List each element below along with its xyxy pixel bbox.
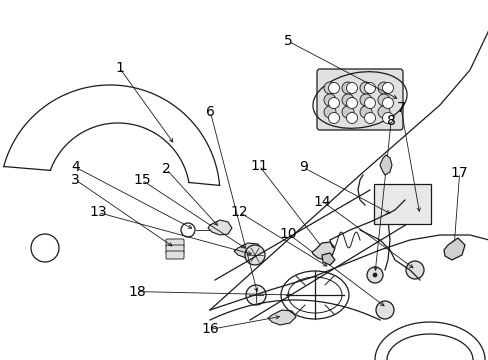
Circle shape xyxy=(405,261,423,279)
Circle shape xyxy=(324,82,335,94)
Circle shape xyxy=(341,106,353,118)
Circle shape xyxy=(341,94,353,106)
Circle shape xyxy=(382,112,393,123)
FancyBboxPatch shape xyxy=(165,245,183,253)
Circle shape xyxy=(244,245,264,265)
Polygon shape xyxy=(234,243,262,258)
Circle shape xyxy=(359,106,371,118)
Circle shape xyxy=(328,82,339,94)
Circle shape xyxy=(328,112,339,123)
Circle shape xyxy=(372,273,376,277)
Text: 10: 10 xyxy=(279,227,297,241)
Circle shape xyxy=(366,267,382,283)
Circle shape xyxy=(324,106,335,118)
Polygon shape xyxy=(443,238,464,260)
Text: 5: 5 xyxy=(284,35,292,48)
Polygon shape xyxy=(267,310,295,325)
FancyBboxPatch shape xyxy=(373,184,430,224)
Text: 15: 15 xyxy=(133,173,150,187)
Circle shape xyxy=(364,112,375,123)
Circle shape xyxy=(341,82,353,94)
Circle shape xyxy=(364,82,375,94)
Text: 6: 6 xyxy=(205,105,214,118)
Text: 7: 7 xyxy=(396,101,405,115)
Text: 16: 16 xyxy=(201,323,219,336)
Circle shape xyxy=(346,82,357,94)
Text: 12: 12 xyxy=(230,206,248,219)
Text: 9: 9 xyxy=(298,161,307,174)
FancyBboxPatch shape xyxy=(165,251,183,259)
Circle shape xyxy=(346,112,357,123)
Text: 8: 8 xyxy=(386,114,395,127)
Circle shape xyxy=(364,98,375,108)
Text: 2: 2 xyxy=(162,162,170,176)
Circle shape xyxy=(328,98,339,108)
Text: 14: 14 xyxy=(313,195,331,208)
Polygon shape xyxy=(321,253,334,265)
FancyBboxPatch shape xyxy=(165,239,183,247)
Polygon shape xyxy=(311,242,334,260)
Circle shape xyxy=(385,209,397,221)
Text: 4: 4 xyxy=(71,161,80,174)
Text: 18: 18 xyxy=(128,285,145,298)
Circle shape xyxy=(359,82,371,94)
Polygon shape xyxy=(207,220,231,235)
FancyBboxPatch shape xyxy=(316,69,402,130)
Text: 1: 1 xyxy=(115,62,124,75)
Circle shape xyxy=(375,301,393,319)
Circle shape xyxy=(377,106,389,118)
Circle shape xyxy=(324,94,335,106)
Circle shape xyxy=(382,82,393,94)
Circle shape xyxy=(377,82,389,94)
Polygon shape xyxy=(379,155,391,175)
Circle shape xyxy=(377,94,389,106)
Circle shape xyxy=(359,94,371,106)
Circle shape xyxy=(245,285,265,305)
Text: 11: 11 xyxy=(250,159,267,172)
Circle shape xyxy=(346,98,357,108)
Text: 13: 13 xyxy=(89,206,106,219)
Text: 17: 17 xyxy=(450,166,468,180)
Circle shape xyxy=(382,98,393,108)
Text: 3: 3 xyxy=(71,173,80,187)
